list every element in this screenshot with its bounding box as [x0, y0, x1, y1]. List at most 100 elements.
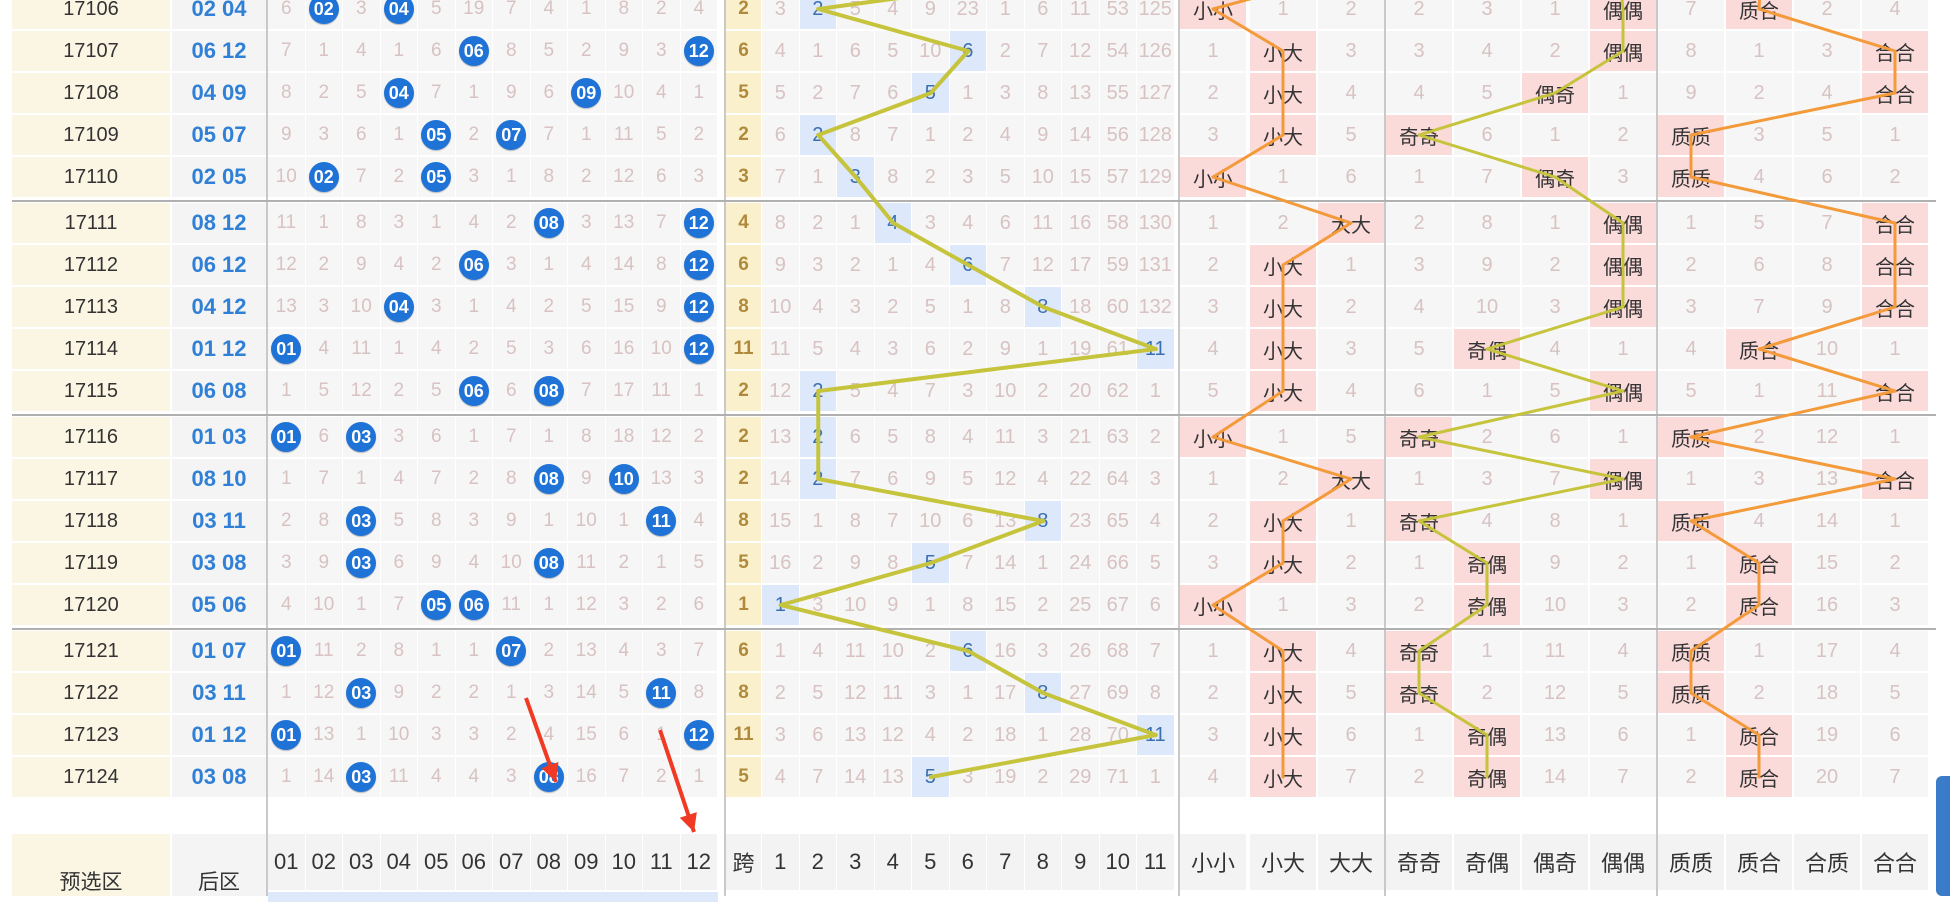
column-header[interactable]: 05 — [418, 834, 455, 890]
column-header[interactable]: 合质 — [1794, 834, 1860, 890]
size-cell: 2 — [1318, 287, 1384, 327]
prime-composite-selected: 合合 — [1862, 371, 1928, 411]
prime-composite-cell: 1 — [1726, 31, 1792, 71]
distance-cell: 7 — [1024, 31, 1061, 71]
distance-cell: 13 — [837, 715, 874, 755]
number-cell: 1 — [343, 459, 380, 499]
odd-even-selected: 奇偶 — [1454, 757, 1520, 797]
number-cell: 12 — [343, 371, 380, 411]
distance-hit: 5 — [912, 543, 949, 583]
number-cell: 2 — [380, 371, 417, 411]
column-header[interactable]: 2 — [799, 834, 836, 890]
column-header[interactable]: 质质 — [1658, 834, 1724, 890]
column-header[interactable]: 4 — [874, 834, 911, 890]
column-header[interactable]: 跨 — [726, 834, 761, 890]
number-cell: 7 — [305, 459, 342, 499]
odd-even-cell: 5 — [1522, 371, 1588, 411]
preselect-label: 预选区 — [12, 834, 170, 896]
prime-composite-selected: 合合 — [1862, 203, 1928, 243]
column-header[interactable]: 07 — [493, 834, 530, 890]
column-header[interactable]: 11 — [1137, 834, 1174, 890]
number-cell: 04 — [380, 0, 417, 29]
column-header[interactable]: 03 — [343, 834, 380, 890]
size-selected: 小大 — [1250, 287, 1316, 327]
odd-even-cell: 4 — [1454, 501, 1520, 541]
number-cell: 3 — [530, 329, 567, 369]
column-header[interactable]: 08 — [530, 834, 567, 890]
column-header[interactable]: 7 — [987, 834, 1024, 890]
number-cell: 03 — [343, 417, 380, 457]
prime-composite-cell: 3 — [1726, 459, 1792, 499]
issue-number: 17113 — [12, 287, 170, 327]
column-header[interactable]: 6 — [949, 834, 986, 890]
distance-cell: 4 — [1137, 501, 1174, 541]
column-header[interactable]: 06 — [455, 834, 492, 890]
number-cell: 17 — [605, 371, 642, 411]
column-header[interactable]: 11 — [643, 834, 680, 890]
number-cell: 9 — [493, 73, 530, 113]
drawn-ball: 01 — [271, 636, 302, 666]
number-cell: 8 — [418, 501, 455, 541]
issue-number: 17106 — [12, 0, 170, 29]
column-header[interactable]: 8 — [1024, 834, 1061, 890]
column-header[interactable]: 02 — [305, 834, 342, 890]
column-header[interactable]: 奇偶 — [1454, 834, 1520, 890]
number-cell: 03 — [343, 673, 380, 713]
size-cell: 5 — [1180, 371, 1246, 411]
distance-hit: 8 — [1024, 501, 1061, 541]
odd-even-cell: 3 — [1590, 585, 1656, 625]
distance-cell: 4 — [874, 371, 911, 411]
size-cell: 3 — [1180, 115, 1246, 155]
number-cell: 18 — [605, 417, 642, 457]
number-cell: 3 — [643, 31, 680, 71]
odd-even-cell: 3 — [1522, 287, 1588, 327]
odd-even-selected: 偶偶 — [1590, 371, 1656, 411]
prime-composite-cell: 7 — [1862, 757, 1928, 797]
prime-composite-selected: 合合 — [1862, 31, 1928, 71]
column-header[interactable]: 09 — [568, 834, 605, 890]
number-cell: 4 — [418, 757, 455, 797]
column-header[interactable]: 小大 — [1250, 834, 1316, 890]
column-header[interactable]: 1 — [762, 834, 799, 890]
number-cell: 5 — [680, 543, 717, 583]
scrollbar[interactable] — [1936, 776, 1950, 896]
column-header[interactable]: 01 — [268, 834, 305, 890]
column-header[interactable]: 9 — [1062, 834, 1099, 890]
span-value: 6 — [726, 31, 761, 71]
column-header[interactable]: 12 — [680, 834, 717, 890]
drawn-ball: 08 — [533, 208, 564, 238]
column-header[interactable]: 5 — [912, 834, 949, 890]
number-cell: 3 — [493, 245, 530, 285]
column-header[interactable]: 10 — [605, 834, 642, 890]
distance-cell: 4 — [1024, 459, 1061, 499]
column-header[interactable]: 奇奇 — [1386, 834, 1452, 890]
number-cell: 6 — [493, 371, 530, 411]
number-cell: 5 — [568, 287, 605, 327]
number-cell: 4 — [455, 757, 492, 797]
number-cell: 7 — [418, 459, 455, 499]
column-header[interactable]: 偶偶 — [1590, 834, 1656, 890]
column-header[interactable]: 大大 — [1318, 834, 1384, 890]
distance-cell: 6 — [837, 417, 874, 457]
column-header[interactable]: 小小 — [1180, 834, 1246, 890]
column-header[interactable]: 合合 — [1862, 834, 1928, 890]
column-header[interactable]: 04 — [380, 834, 417, 890]
distance-cell: 69 — [1099, 673, 1136, 713]
number-cell: 9 — [418, 543, 455, 583]
distance-cell: 11 — [762, 329, 799, 369]
prime-composite-selected: 质质 — [1658, 115, 1724, 155]
number-cell: 6 — [418, 417, 455, 457]
distance-cell: 8 — [949, 585, 986, 625]
back-numbers: 06 12 — [172, 31, 266, 71]
column-header[interactable]: 3 — [837, 834, 874, 890]
odd-even-cell: 4 — [1386, 73, 1452, 113]
column-header[interactable]: 10 — [1099, 834, 1136, 890]
distance-cell: 15 — [987, 585, 1024, 625]
column-header[interactable]: 质合 — [1726, 834, 1792, 890]
distance-cell: 16 — [987, 631, 1024, 671]
number-cell: 13 — [568, 631, 605, 671]
span-value: 8 — [726, 287, 761, 327]
column-header[interactable]: 偶奇 — [1522, 834, 1588, 890]
prime-composite-cell: 20 — [1794, 757, 1860, 797]
preselect-input-strip[interactable] — [268, 892, 718, 902]
